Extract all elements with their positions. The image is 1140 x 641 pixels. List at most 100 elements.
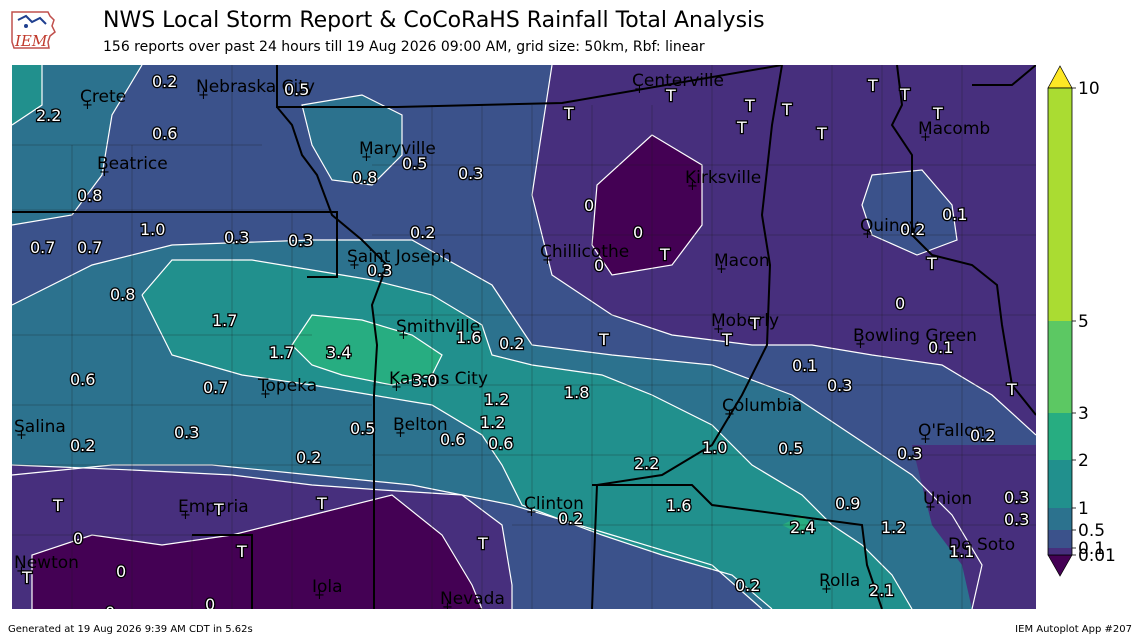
rainfall-observation: 0.5 xyxy=(778,439,803,458)
trace-observation: T xyxy=(899,85,910,104)
city-marker-icon: + xyxy=(687,179,698,194)
rainfall-observation: 1.2 xyxy=(480,413,505,432)
city-label: Nebraska City xyxy=(196,77,315,97)
rainfall-observation: 0.3 xyxy=(224,228,249,247)
trace-observation: T xyxy=(749,314,760,333)
colorbar-frame xyxy=(1047,87,1073,556)
rainfall-observation: 0.7 xyxy=(203,378,228,397)
colorbar-top-arrow xyxy=(1047,65,1073,89)
trace-observation: T xyxy=(867,76,878,95)
city-label: O'Fallon xyxy=(918,421,985,441)
city-label: Rolla xyxy=(819,571,860,591)
rainfall-observation: 0.8 xyxy=(352,168,377,187)
rainfall-observation: 0.2 xyxy=(970,426,995,445)
rainfall-observation: 0.8 xyxy=(77,186,102,205)
city-label: Saint Joseph xyxy=(347,247,452,267)
rainfall-observation: 0 xyxy=(73,529,83,548)
rainfall-observation: 0.2 xyxy=(735,576,760,595)
city-smithville: +Smithville xyxy=(396,317,480,343)
city-moberly: +Moberly xyxy=(711,311,779,337)
city-macon: +Macon xyxy=(714,251,770,277)
rainfall-observation: 0.6 xyxy=(152,124,177,143)
rainfall-observation: 0.1 xyxy=(942,205,967,224)
trace-observation: T xyxy=(659,245,670,264)
iem-logo: IEM xyxy=(11,11,56,50)
city-label: Smithville xyxy=(396,317,480,337)
rainfall-observation: 0 xyxy=(205,595,215,609)
trace-observation: T xyxy=(563,104,574,123)
city-topeka: +Topeka xyxy=(257,376,317,402)
trace-observation: T xyxy=(477,534,488,553)
city-salina: +Salina xyxy=(14,417,66,443)
city-label: Nevada xyxy=(440,589,505,609)
colorbar-tick-label: 0.1 xyxy=(1078,539,1105,559)
footer-generated: Generated at 19 Aug 2026 9:39 AM CDT in … xyxy=(8,624,253,635)
city-marker-icon: + xyxy=(395,426,406,441)
city-kansas-city: +Kansas City xyxy=(389,369,488,395)
rainfall-observation: 2.2 xyxy=(36,106,61,125)
rainfall-observation: 0.2 xyxy=(70,436,95,455)
rainfall-observation: 0 xyxy=(105,603,115,609)
rainfall-observation: 0.3 xyxy=(458,164,483,183)
city-macomb: +Macomb xyxy=(918,119,990,145)
rainfall-observation: 0.7 xyxy=(77,238,102,257)
city-centerville: +Centerville xyxy=(632,71,724,97)
colorbar-band xyxy=(1048,88,1072,321)
city-marker-icon: + xyxy=(821,582,832,597)
city-emporia: +Emporia xyxy=(178,497,249,523)
city-crete: +Crete xyxy=(80,87,126,113)
trace-observation: T xyxy=(926,254,937,273)
city-label: Clinton xyxy=(524,494,584,514)
rainfall-observation: 1.1 xyxy=(949,542,974,561)
city-layer: +Crete +Nebraska City +Centerville+Beatric… xyxy=(14,71,1015,609)
rainfall-observation: 1.8 xyxy=(564,383,589,402)
rainfall-observation: 1.0 xyxy=(702,438,727,457)
rainfall-observation: 0.7 xyxy=(30,238,55,257)
city-label: Iola xyxy=(312,577,343,597)
city-newton: +Newton xyxy=(14,553,79,579)
city-marker-icon: + xyxy=(314,588,325,603)
rainfall-observation: 0.2 xyxy=(296,448,321,467)
trace-observation: T xyxy=(52,496,63,515)
city-o-fallon: +O'Fallon xyxy=(918,421,985,447)
city-columbia: +Columbia xyxy=(722,396,802,422)
rainfall-observation: 0.3 xyxy=(174,423,199,442)
contour-lines xyxy=(12,65,1036,609)
city-label: Chillicothe xyxy=(540,242,629,262)
colorbar-band xyxy=(1048,413,1072,460)
rainfall-observation: 1.7 xyxy=(269,343,294,362)
rainfall-observation: 0.2 xyxy=(499,334,524,353)
rainfall-observation: 0.1 xyxy=(792,356,817,375)
city-label: Crete xyxy=(80,87,126,107)
city-marker-icon: + xyxy=(16,564,27,579)
rainfall-observation: 0.6 xyxy=(440,430,465,449)
city-label: Topeka xyxy=(257,376,317,396)
colorbar-band xyxy=(1048,508,1072,530)
rainfall-observation: 1.6 xyxy=(456,328,481,347)
rainfall-observation: 0.5 xyxy=(284,80,309,99)
rainfall-observation: 0.2 xyxy=(558,509,583,528)
colorbar-band xyxy=(1048,530,1072,548)
city-marker-icon: + xyxy=(855,337,866,352)
rainfall-observation: 2.1 xyxy=(869,581,894,600)
trace-observation: T xyxy=(736,118,747,137)
trace-observation: T xyxy=(236,542,247,561)
trace-observation: T xyxy=(213,500,224,519)
city-clinton: +Clinton xyxy=(524,494,584,520)
rainfall-observation: 1.6 xyxy=(666,496,691,515)
colorbar-tick-label: 10 xyxy=(1078,79,1100,99)
city-label: Kirksville xyxy=(685,168,761,188)
city-label: De Soto xyxy=(948,535,1015,555)
city-label: Beatrice xyxy=(97,154,168,174)
rainfall-observation: 3.4 xyxy=(326,343,351,362)
city-label: Macomb xyxy=(918,119,990,139)
rainfall-observation: 0.3 xyxy=(1004,488,1029,507)
logo-text: IEM xyxy=(14,32,48,50)
rainfall-observation: 0 xyxy=(584,196,594,215)
city-marker-icon: + xyxy=(99,165,110,180)
city-label: Kansas City xyxy=(389,369,488,389)
rainfall-observation: 0.2 xyxy=(152,72,177,91)
state-borders xyxy=(12,65,1036,609)
contour-fill-maryville xyxy=(302,95,402,185)
city-chillicothe: +Chillicothe xyxy=(540,242,629,268)
